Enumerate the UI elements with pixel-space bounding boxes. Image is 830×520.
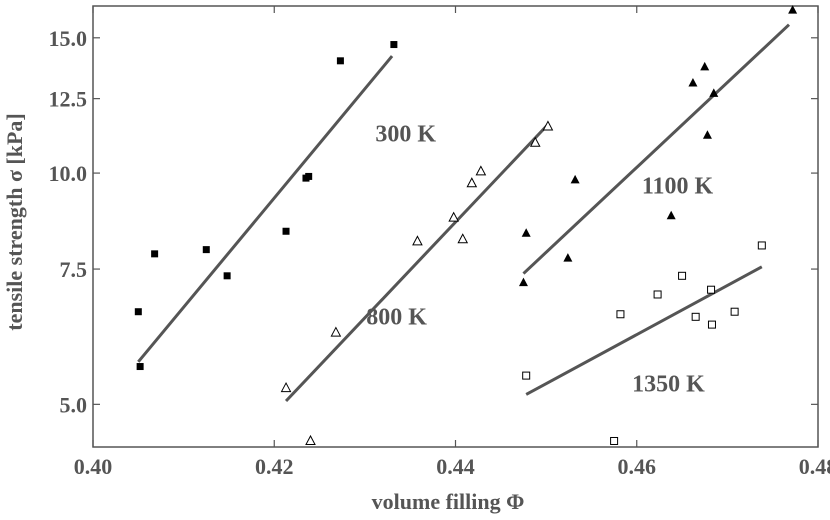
data-point [521,228,531,237]
y-tick-label: 15.0 [49,26,88,51]
data-point [653,290,662,299]
data-point [529,136,541,147]
data-point [702,130,712,139]
data-point [305,434,316,445]
fit-line-1100k [522,23,791,275]
y-tick-label: 7.5 [60,257,88,282]
data-point [788,5,798,14]
data-point [305,172,313,180]
series-labels: 300 K 800 K 1100 K 1350 K [366,121,713,397]
axis-ticks [92,6,819,447]
y-axis-title: tensile strength σ [kPa] [2,113,27,331]
series-label: 300 K [375,121,436,147]
data-point [570,174,580,184]
data-point [610,436,619,445]
plot-frame [92,5,819,448]
data-point [280,382,292,393]
data-point [757,241,766,250]
data-point [336,57,344,65]
data-point [688,77,698,87]
data-point [730,307,739,316]
data-point [134,308,142,316]
x-axis-title: volume filling Φ [372,489,525,514]
data-point [522,371,531,380]
axis-tick-labels: 0.40 0.42 0.44 0.46 0.48 5.0 7.5 10.0 12.5 15.0 [49,26,830,479]
data-point [202,246,210,254]
data-point [707,320,716,329]
x-tick-label: 0.42 [255,454,294,479]
data-point [136,363,144,371]
data-point [475,165,487,176]
fit-lines [137,23,791,403]
series-label: 1100 K [642,174,714,200]
data-point [666,210,676,220]
data-point [542,120,554,131]
data-point [412,235,423,246]
data-point [466,177,478,188]
data-point [691,312,700,321]
data-point [282,227,290,235]
data-point [151,250,159,258]
data-point [457,233,469,244]
data-point [678,271,687,280]
x-tick-label: 0.48 [799,454,830,479]
fit-line-1350k [525,265,763,396]
data-point [448,211,460,222]
data-point [390,41,398,49]
fit-line-300k [137,55,394,363]
x-tick-label: 0.44 [436,454,475,479]
data-point [616,310,625,319]
data-point [223,272,231,280]
plot-border [92,5,819,448]
y-tick-label: 12.5 [49,87,88,112]
data-point [700,61,710,71]
data-point [709,88,719,97]
data-point [330,326,342,337]
data-points [134,5,798,445]
data-point [563,253,573,262]
y-tick-label: 5.0 [60,392,88,417]
series-label: 800 K [366,305,427,331]
fit-line-800k [284,122,550,403]
series-label: 1350 K [632,371,705,397]
x-tick-label: 0.40 [74,454,113,479]
y-tick-label: 10.0 [49,161,88,186]
data-point [707,285,716,294]
x-tick-label: 0.46 [618,454,657,479]
data-point [518,277,528,287]
